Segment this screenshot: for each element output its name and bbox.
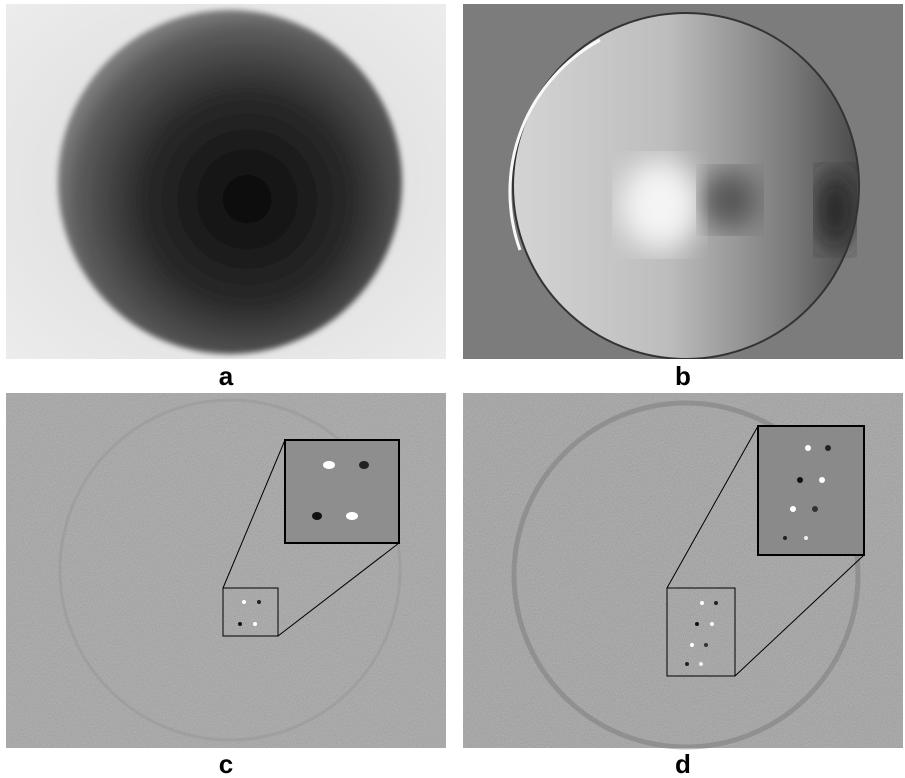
panel-c bbox=[6, 393, 446, 748]
panel-label: b bbox=[675, 361, 691, 391]
panel-label: a bbox=[219, 361, 234, 391]
panel-label: c bbox=[219, 749, 233, 778]
panel-a bbox=[6, 4, 446, 359]
panel-label: d bbox=[675, 749, 691, 778]
panel-b bbox=[463, 4, 903, 359]
panel-d bbox=[463, 393, 903, 748]
figure: a b c bbox=[0, 0, 905, 778]
